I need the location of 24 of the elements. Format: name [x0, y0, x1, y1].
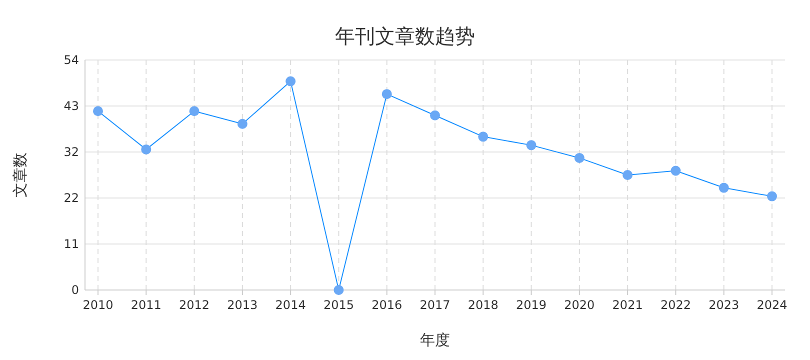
- y-tick-label: 54: [64, 53, 79, 67]
- y-tick-label: 0: [71, 283, 79, 297]
- x-tick-label: 2010: [82, 298, 114, 312]
- x-tick-label: 2016: [372, 298, 402, 312]
- x-tick-label: 2014: [275, 298, 306, 312]
- x-axis-title: 年度: [420, 331, 450, 349]
- x-tick-label: 2023: [708, 298, 740, 312]
- y-tick-label: 11: [64, 237, 79, 251]
- y-axis-title: 文章数: [11, 152, 29, 198]
- y-tick-label: 43: [64, 99, 79, 113]
- x-tick-label: 2021: [612, 298, 643, 312]
- x-tick-label: 2013: [227, 298, 258, 312]
- x-tick-label: 2015: [323, 298, 354, 312]
- x-tick-label: 2017: [420, 298, 450, 312]
- x-tick-label: 2011: [130, 298, 162, 312]
- y-tick-label: 32: [64, 145, 79, 159]
- x-tick-label: 2020: [564, 298, 595, 312]
- x-tick-label: 2018: [468, 298, 498, 312]
- chart-title: 年刊文章数趋势: [335, 24, 475, 48]
- x-tick-label: 2022: [660, 298, 691, 312]
- x-tick-label: 2012: [179, 298, 210, 312]
- x-tick-label: 2019: [516, 298, 547, 312]
- x-tick-label: 2024: [756, 298, 788, 312]
- y-tick-label: 22: [64, 191, 79, 205]
